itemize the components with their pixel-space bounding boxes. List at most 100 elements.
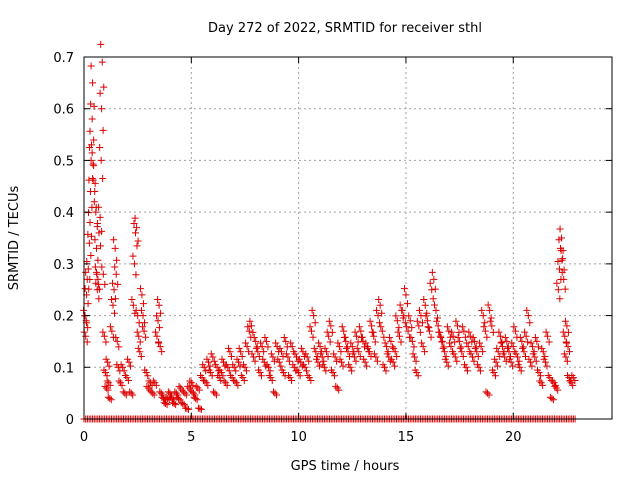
data-point — [434, 322, 442, 330]
data-point — [287, 339, 295, 347]
data-point — [330, 350, 338, 358]
data-point — [559, 255, 567, 263]
data-point — [328, 328, 336, 336]
data-point — [486, 317, 494, 325]
data-point — [137, 352, 145, 360]
data-point — [115, 343, 123, 351]
data-point — [107, 296, 115, 304]
x-tick-label: 10 — [290, 430, 307, 445]
data-point — [310, 344, 318, 352]
data-point — [271, 389, 279, 397]
data-point — [316, 343, 324, 351]
data-point — [96, 89, 104, 97]
data-point — [223, 381, 231, 389]
data-point — [491, 372, 499, 380]
data-point — [564, 328, 572, 336]
data-point — [406, 317, 414, 325]
data-point — [556, 225, 564, 233]
data-point — [450, 350, 458, 358]
data-point — [188, 388, 196, 396]
data-point — [142, 333, 150, 341]
data-point — [95, 203, 103, 211]
data-point — [207, 350, 215, 358]
data-point — [268, 377, 276, 385]
data-point — [293, 366, 301, 374]
data-point — [526, 319, 534, 327]
data-point — [509, 362, 517, 370]
data-point — [98, 58, 106, 66]
data-point — [125, 358, 133, 366]
data-point — [282, 350, 290, 358]
data-point — [443, 323, 451, 331]
data-point — [90, 136, 98, 144]
data-point — [497, 339, 505, 347]
data-point — [222, 361, 230, 369]
data-point — [334, 339, 342, 347]
data-point — [486, 306, 494, 314]
data-point — [192, 382, 200, 390]
data-point — [288, 343, 296, 351]
data-point — [562, 353, 570, 361]
data-point — [90, 102, 98, 110]
data-point — [157, 309, 165, 317]
data-point — [156, 343, 164, 351]
data-point — [179, 399, 187, 407]
data-point — [461, 361, 469, 369]
data-point — [261, 334, 269, 342]
data-point — [449, 332, 457, 340]
data-point — [170, 399, 178, 407]
data-point — [262, 337, 270, 345]
data-point — [396, 332, 404, 340]
data-point — [373, 306, 381, 314]
data-point — [194, 404, 202, 412]
data-point — [357, 327, 365, 335]
data-point — [87, 62, 95, 70]
data-point — [467, 350, 475, 358]
data-point — [421, 301, 429, 309]
data-point — [126, 388, 134, 396]
data-point — [84, 265, 92, 273]
data-point — [429, 295, 437, 303]
data-point — [99, 175, 107, 183]
data-point — [284, 353, 292, 361]
data-point — [95, 295, 103, 303]
data-point — [521, 328, 529, 336]
data-point — [280, 334, 288, 342]
data-point — [470, 357, 478, 365]
data-point — [96, 144, 104, 151]
data-point — [258, 372, 265, 380]
data-point — [443, 358, 451, 366]
data-point — [114, 280, 122, 288]
data-point — [426, 327, 434, 335]
data-point — [192, 394, 200, 402]
data-point — [236, 362, 244, 370]
data-point — [398, 306, 406, 314]
data-point — [100, 332, 108, 340]
data-point — [563, 357, 571, 365]
data-point — [311, 319, 319, 327]
data-point — [509, 343, 517, 351]
data-point — [264, 343, 272, 351]
data-point — [463, 339, 471, 347]
data-point — [331, 353, 339, 361]
data-point — [153, 332, 161, 340]
data-point — [385, 334, 393, 342]
grid-lines — [84, 57, 612, 419]
data-point — [113, 337, 121, 345]
data-point — [481, 319, 489, 327]
data-point — [181, 389, 189, 397]
data-point — [115, 377, 123, 385]
data-point — [409, 350, 417, 358]
data-point — [477, 343, 485, 351]
data-point — [99, 126, 107, 134]
data-point — [130, 220, 138, 228]
data-point — [168, 394, 176, 402]
data-point — [153, 312, 161, 320]
x-axis-label: GPS time / hours — [291, 459, 400, 474]
data-point — [233, 355, 241, 363]
data-point — [132, 229, 140, 237]
data-point — [494, 362, 502, 370]
y-tick-label: 0.1 — [53, 361, 74, 376]
data-point — [252, 344, 260, 352]
data-point — [171, 388, 179, 396]
